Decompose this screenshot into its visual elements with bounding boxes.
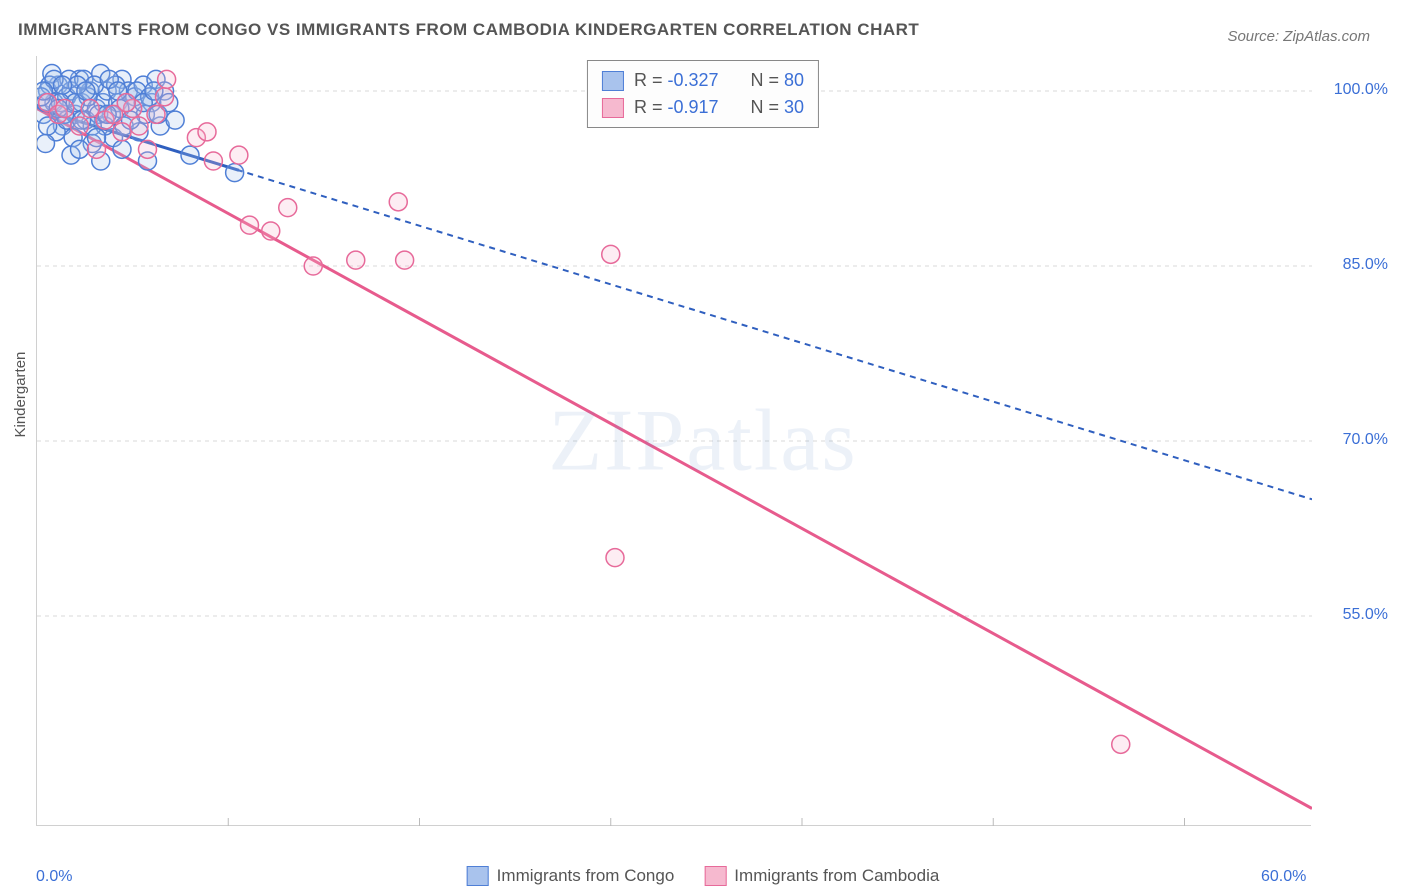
swatch-series1 — [602, 71, 624, 91]
y-tick-label: 70.0% — [1343, 431, 1388, 449]
x-tick-label: 0.0% — [36, 868, 72, 886]
chart-title: IMMIGRANTS FROM CONGO VS IMMIGRANTS FROM… — [18, 20, 919, 40]
legend-series: Immigrants from Congo Immigrants from Ca… — [467, 866, 940, 886]
legend-stats: R = -0.327 N = 80 R = -0.917 N = 30 — [587, 60, 819, 128]
legend-label-1: Immigrants from Congo — [497, 866, 675, 886]
r-value-1: -0.327 — [667, 70, 718, 90]
y-axis-label: Kindergarten — [12, 352, 29, 438]
swatch-series2-icon — [704, 866, 726, 886]
legend-item: Immigrants from Congo — [467, 866, 675, 886]
y-tick-label: 55.0% — [1343, 606, 1388, 624]
x-tick-label: 60.0% — [1261, 868, 1306, 886]
scatter-svg — [37, 56, 1312, 826]
y-tick-label: 85.0% — [1343, 256, 1388, 274]
chart-container: IMMIGRANTS FROM CONGO VS IMMIGRANTS FROM… — [0, 0, 1406, 892]
source-label: Source: ZipAtlas.com — [1227, 28, 1370, 45]
plot-area — [36, 56, 1311, 826]
legend-stats-row: R = -0.327 N = 80 — [602, 67, 804, 94]
r-value-2: -0.917 — [667, 97, 718, 117]
swatch-series2 — [602, 98, 624, 118]
legend-item: Immigrants from Cambodia — [704, 866, 939, 886]
n-value-1: 80 — [784, 70, 804, 90]
n-value-2: 30 — [784, 97, 804, 117]
legend-stats-row: R = -0.917 N = 30 — [602, 94, 804, 121]
legend-label-2: Immigrants from Cambodia — [734, 866, 939, 886]
swatch-series1-icon — [467, 866, 489, 886]
y-tick-label: 100.0% — [1334, 81, 1388, 99]
